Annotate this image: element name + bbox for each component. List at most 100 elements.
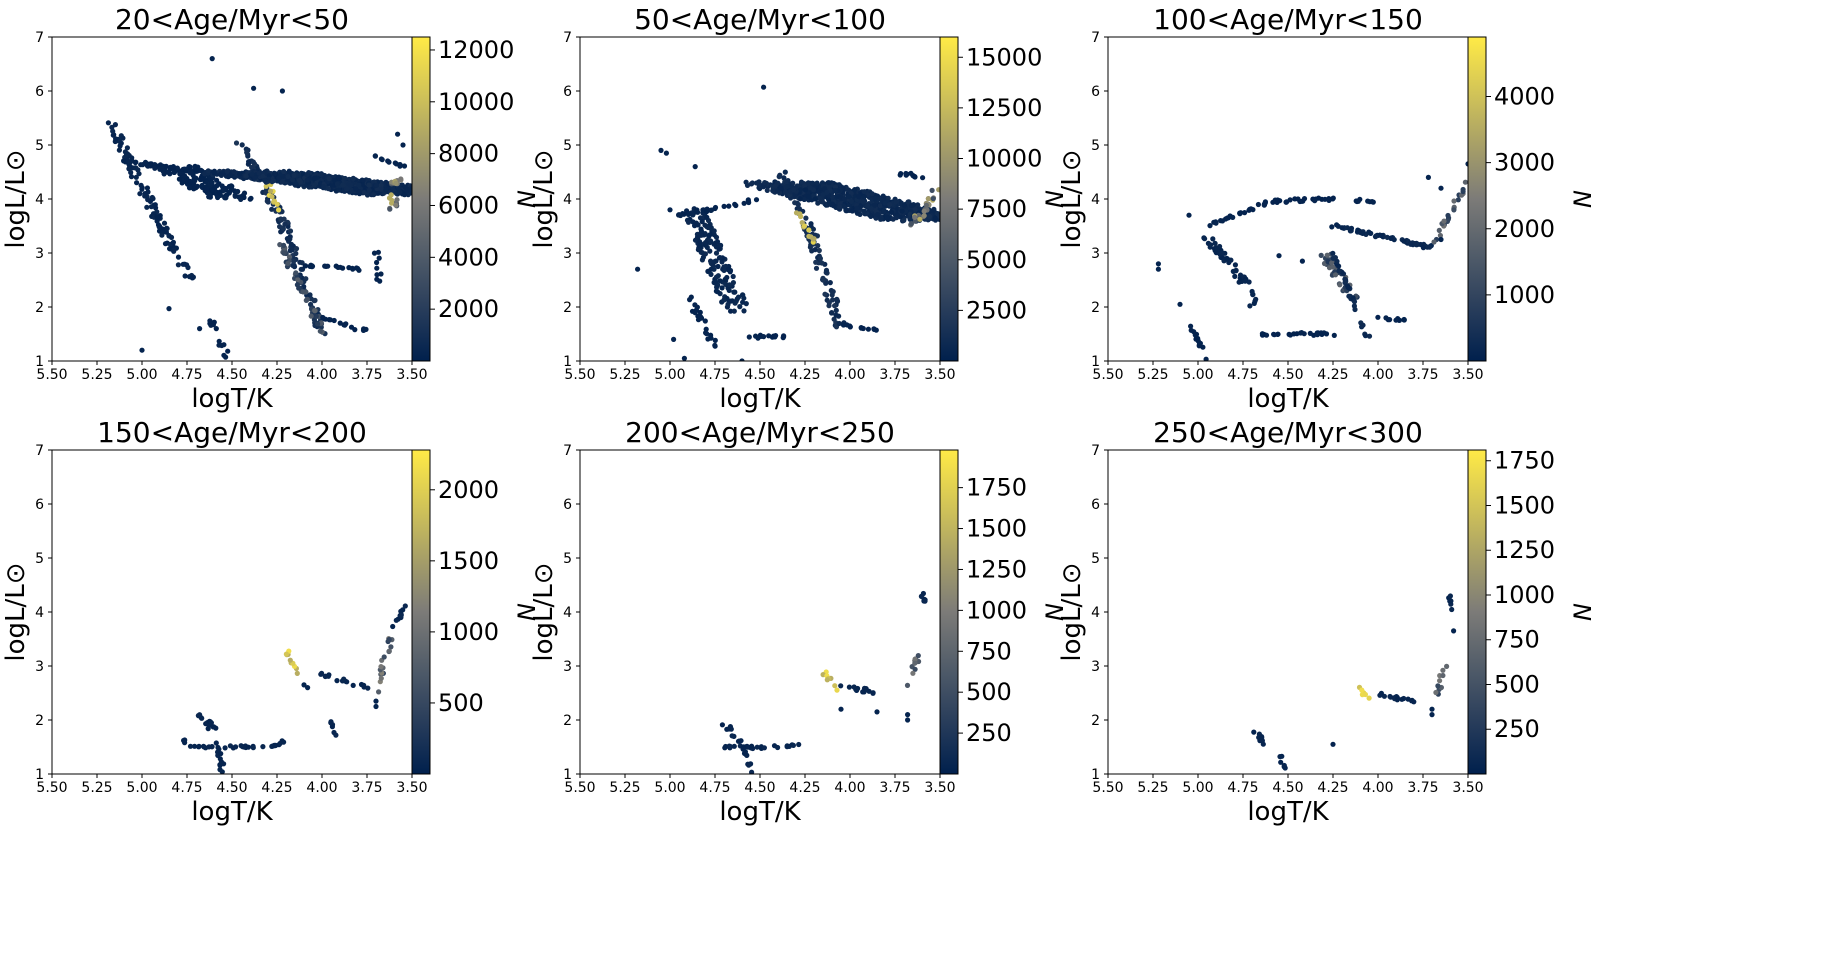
x-tick-label: 5.25 [609, 367, 640, 383]
hexbin-cell [884, 214, 890, 220]
hexbin-cell [836, 320, 842, 327]
hexbin-cell [383, 187, 389, 193]
hexbin-cell [877, 203, 883, 209]
hexbin-cell [1212, 240, 1218, 246]
hexbin-cell [296, 177, 303, 183]
hexbin-cell [833, 312, 839, 318]
hexbin-cell [1339, 225, 1345, 231]
x-tick-label: 4.25 [789, 367, 820, 383]
hexbin-cell [198, 715, 204, 721]
hexbin-cell [243, 173, 249, 179]
hexbin-cell [1155, 266, 1161, 272]
hexbin-cell [209, 187, 215, 193]
hexbin-cell [1433, 689, 1439, 696]
hexbin-cell [175, 262, 181, 268]
hexbin-cell [826, 200, 832, 206]
hexbin-cell [878, 216, 884, 222]
hexbin-cell [193, 175, 199, 181]
hexbin-cell [129, 155, 135, 161]
hexbin-cell [219, 342, 225, 349]
y-tick-label: 2 [563, 713, 572, 729]
hexbin-cell [856, 194, 862, 200]
hexbin-cell [832, 303, 838, 309]
hexbin-cell [105, 120, 111, 126]
hexbin-cell [692, 302, 698, 308]
hexbin-cell [161, 220, 168, 226]
hexbin-cell [270, 178, 276, 184]
hexbin-cell [784, 183, 790, 190]
x-tick-label: 5.50 [36, 367, 67, 383]
hexbin-cell [1249, 288, 1255, 295]
y-tick-label: 2 [563, 300, 572, 316]
hexbin-cell [155, 222, 162, 228]
colorbar: 2000 4000 6000 8000 10000 12000 N [411, 36, 541, 362]
hexbin-cell [903, 208, 909, 214]
hexbin-cell [398, 176, 404, 182]
y-tick-label: 1 [1091, 767, 1100, 783]
y-tick-label: 5 [563, 551, 572, 567]
colorbar-gradient [939, 36, 959, 362]
hexbin-cell [912, 173, 918, 180]
hexbin-cell [231, 169, 237, 175]
hexbin-cell [312, 175, 318, 181]
hexbin-cell [245, 744, 251, 750]
y-tick-label: 4 [35, 605, 44, 621]
hexbin-cell [1437, 232, 1443, 239]
hexbin-cell [712, 279, 719, 285]
hexbin-cell [293, 270, 299, 276]
hexbin-cell [1330, 250, 1336, 256]
x-tick-label: 4.00 [1362, 780, 1393, 796]
hexbin-cell [721, 297, 727, 303]
x-tick-label: 4.75 [171, 367, 202, 383]
hexbin-cell [635, 266, 641, 272]
hexbin-cell [1366, 695, 1372, 701]
hexbin-cell [699, 250, 706, 256]
hexbin-cell [1447, 593, 1453, 599]
y-tick-label: 7 [35, 30, 44, 46]
hexbin-cell [312, 297, 318, 303]
hexbin-cell [1210, 236, 1216, 242]
hexbin-cell [348, 324, 355, 330]
hexbin-cell [797, 196, 803, 202]
hexbin-cell [790, 742, 797, 749]
hexbin-cell [1366, 229, 1372, 235]
x-tick-label: 3.75 [351, 780, 382, 796]
hexbin-cell [402, 603, 408, 609]
hexbin-cell [341, 676, 347, 682]
hexbin-cell [764, 187, 770, 193]
hexbin-cell [397, 163, 403, 169]
hexbin-cell [301, 682, 307, 688]
y-tick-label: 2 [35, 300, 44, 316]
hexbin-cell [663, 150, 670, 156]
x-tick-label: 4.25 [261, 780, 292, 796]
hexbin-cell [1441, 218, 1447, 224]
x-tick-label: 4.50 [216, 367, 247, 383]
colorbar-tick-label: 4000 [438, 243, 499, 271]
hexbin-cell [118, 140, 124, 146]
hexbin-cell [740, 299, 746, 305]
x-tick-label: 5.50 [1092, 367, 1123, 383]
hexbin-cell [937, 213, 940, 219]
x-tick-label: 4.25 [789, 780, 820, 796]
hexbin-cell [374, 265, 380, 271]
hexbin-cell [798, 179, 805, 185]
hexbin-cell [772, 183, 779, 189]
hexbin-cell [1395, 696, 1401, 702]
hexbin-cell [870, 690, 876, 696]
hexbin-cell [731, 308, 737, 314]
colorbar-tick-label: 1250 [1494, 536, 1555, 564]
hexbin-cell [1207, 223, 1213, 229]
hexbin-cell [350, 682, 356, 689]
hexbin-cell [222, 195, 229, 201]
hexbin-cell [390, 623, 396, 630]
hexbin-cell [1451, 198, 1457, 204]
hexbin-cell [133, 165, 139, 171]
hexbin-cell [714, 289, 721, 295]
hexbin-cell [712, 337, 718, 343]
hexbin-cell [343, 321, 349, 327]
hexbin-cell [685, 219, 692, 225]
hexbin-cell [1224, 256, 1230, 262]
hexbin-cell [205, 168, 211, 174]
hexbin-cell [325, 263, 331, 269]
hexbin-cell [269, 194, 275, 200]
